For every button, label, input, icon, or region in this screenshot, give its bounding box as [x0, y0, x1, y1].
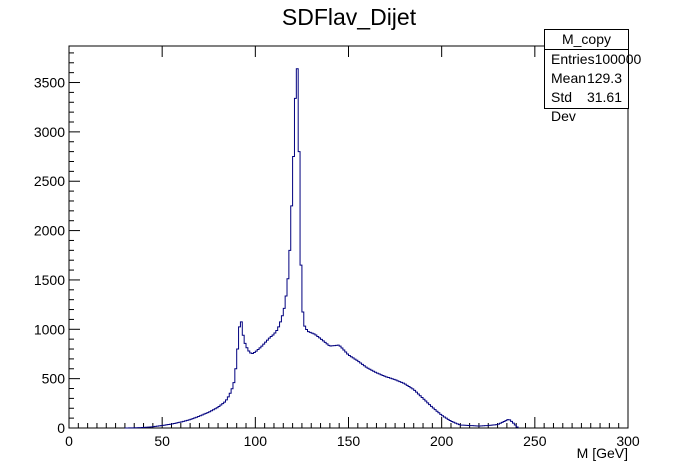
- y-tick-label: 2000: [34, 223, 65, 239]
- mean-label: Mean: [551, 70, 587, 86]
- entries-value: 100000: [594, 51, 642, 67]
- y-tick-label: 0: [57, 420, 65, 436]
- x-tick-label: 150: [337, 433, 361, 449]
- x-axis-label: M [GeV]: [577, 445, 628, 461]
- x-tick-label: 250: [523, 433, 547, 449]
- x-tick-label: 200: [430, 433, 454, 449]
- y-tick-label: 1500: [34, 272, 65, 288]
- chart-title: SDFlav_Dijet: [281, 4, 417, 30]
- stddev-label: Std Dev: [551, 89, 576, 124]
- stats-title: M_copy: [545, 30, 628, 50]
- y-tick-label: 1000: [34, 321, 65, 337]
- entries-label: Entries: [551, 51, 595, 67]
- stats-row-stddev: Std Dev 31.61: [545, 88, 628, 124]
- y-tick-label: 2500: [34, 173, 65, 189]
- x-tick-label: 50: [154, 433, 170, 449]
- y-tick-label: 3000: [34, 124, 65, 140]
- stats-row-mean: Mean 129.3: [545, 69, 628, 88]
- stats-box: M_copy Entries 100000 Mean 129.3 Std Dev…: [544, 29, 641, 124]
- histogram-series: [124, 68, 519, 429]
- x-tick-label: 100: [244, 433, 268, 449]
- y-tick-label: 3500: [34, 75, 65, 91]
- stats-row-entries: Entries 100000: [545, 50, 641, 69]
- mean-value: 129.3: [586, 70, 622, 86]
- x-tick-label: 300: [616, 433, 640, 449]
- stddev-value: 31.61: [586, 89, 622, 105]
- x-tick-label: 0: [65, 433, 73, 449]
- y-tick-label: 500: [42, 371, 66, 387]
